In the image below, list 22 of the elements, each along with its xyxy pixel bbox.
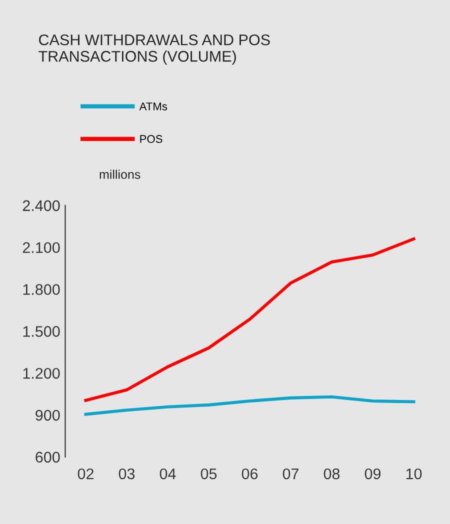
line-series	[84, 395, 416, 416]
x-tick-label: 02	[78, 468, 94, 480]
y-tick-label: 1.800	[23, 284, 60, 295]
legend-label: POS	[140, 135, 162, 143]
legend-label: ATMs	[139, 102, 168, 110]
line-series	[84, 237, 416, 402]
y-tick-label: 2.400	[22, 200, 60, 212]
y-tick-label: 900	[36, 410, 60, 421]
x-tick-label: 09	[364, 468, 381, 480]
y-tick-label: 600	[36, 452, 60, 463]
y-axis-title: millions	[100, 170, 140, 179]
x-tick-label: 08	[324, 468, 340, 480]
chart-title: CASH WITHDRAWALS AND POS TRANSACTIONS (VOLUME)	[38, 34, 270, 65]
x-tick-label: 07	[282, 468, 298, 480]
x-tick-label: 03	[118, 468, 135, 480]
y-tick-label: 1.200	[23, 368, 60, 379]
x-tick-label: 04	[160, 468, 176, 480]
x-tick-label: 05	[200, 468, 217, 480]
x-tick-label: 10	[406, 468, 422, 480]
y-tick-label: 1.500	[23, 326, 60, 337]
y-tick-label: 2.100	[22, 242, 60, 254]
x-tick-label: 06	[242, 468, 258, 480]
